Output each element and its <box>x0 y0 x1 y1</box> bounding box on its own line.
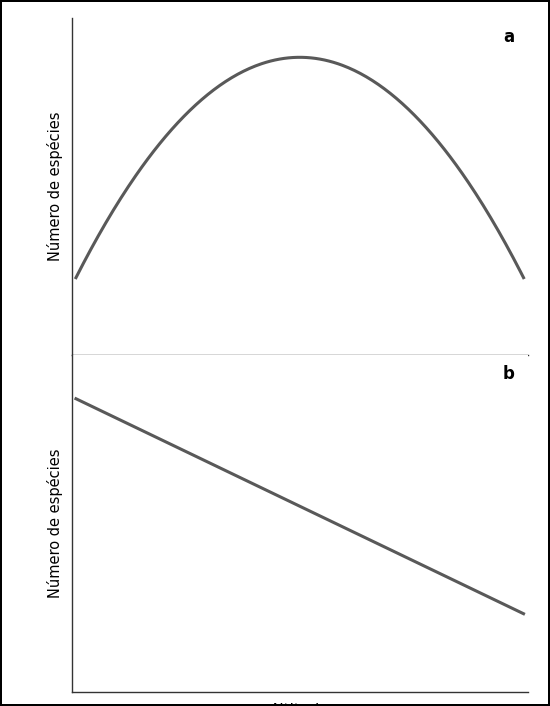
Text: a: a <box>503 28 514 46</box>
Text: b: b <box>503 365 514 383</box>
X-axis label: Altitude: Altitude <box>270 366 329 381</box>
X-axis label: Altitude: Altitude <box>270 703 329 706</box>
Y-axis label: Número de espécies: Número de espécies <box>47 448 63 598</box>
Y-axis label: Número de espécies: Número de espécies <box>47 112 63 261</box>
